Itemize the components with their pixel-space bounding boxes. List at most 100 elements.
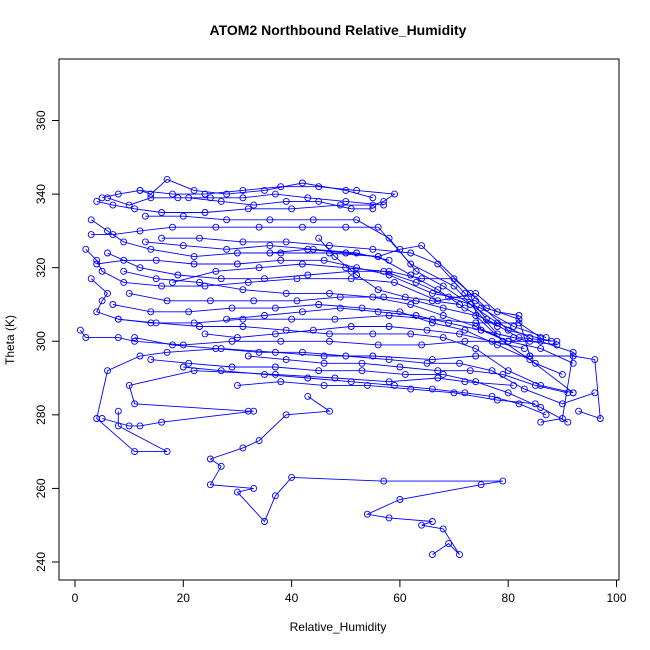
data-point [407, 385, 415, 393]
data-point [520, 345, 528, 353]
data-point [114, 190, 122, 198]
data-point [466, 367, 474, 375]
series-line [204, 326, 525, 350]
data-point [255, 348, 263, 356]
data-point [412, 267, 420, 275]
data-point [450, 282, 458, 290]
series-line [318, 237, 460, 305]
data-point [87, 231, 95, 239]
data-point [315, 197, 323, 205]
data-point [558, 370, 566, 378]
data-point [250, 484, 258, 492]
data-point [169, 341, 176, 349]
data-point [488, 392, 496, 400]
data-point [125, 422, 133, 430]
data-point [266, 216, 274, 224]
data-point [558, 415, 566, 422]
data-point [472, 297, 480, 305]
data-point [575, 407, 583, 415]
data-point [347, 323, 355, 330]
data-point [428, 551, 436, 559]
data-point [277, 337, 285, 345]
data-point [569, 352, 577, 360]
data-point [320, 381, 328, 389]
data-point [87, 275, 95, 283]
data-point [244, 407, 252, 415]
data-point [163, 297, 171, 305]
data-point [445, 540, 453, 548]
data-point [434, 374, 442, 382]
series-line [248, 355, 568, 394]
data-point [114, 315, 122, 323]
y-tick-label: 340 [34, 184, 48, 204]
data-point [136, 422, 144, 430]
data-point [428, 289, 436, 297]
data-point [488, 337, 496, 345]
data-point [369, 245, 377, 253]
data-point [98, 415, 106, 422]
data-point [326, 242, 333, 250]
data-point [244, 205, 252, 213]
data-point [169, 223, 176, 231]
data-point [233, 260, 241, 268]
data-point [326, 289, 333, 297]
data-point [163, 448, 171, 456]
data-point [158, 282, 166, 290]
data-point [434, 260, 442, 268]
data-point [472, 345, 480, 353]
data-point [125, 201, 133, 209]
data-point [277, 256, 285, 264]
data-point [396, 245, 404, 253]
data-point [369, 194, 377, 202]
data-point [136, 352, 144, 360]
data-point [223, 245, 231, 253]
data-point [537, 345, 545, 353]
data-point [131, 448, 139, 456]
data-point [217, 197, 225, 205]
data-point [385, 356, 393, 364]
y-tick-label: 260 [34, 478, 48, 498]
data-point [131, 400, 139, 408]
data-point [288, 473, 296, 481]
data-point [282, 356, 290, 364]
data-point [472, 289, 480, 297]
data-point [309, 245, 317, 253]
data-point [244, 278, 252, 286]
data-point [515, 319, 523, 327]
data-point [456, 359, 463, 367]
data-point [385, 267, 393, 275]
data-point [120, 278, 128, 286]
data-point [239, 323, 247, 330]
data-point [526, 334, 534, 342]
data-point [250, 297, 258, 305]
data-point [217, 345, 225, 353]
series-layer [76, 175, 604, 559]
x-tick-label: 80 [502, 591, 516, 605]
data-point [374, 223, 382, 231]
series-line [112, 304, 574, 394]
data-point [466, 289, 474, 297]
data-point [255, 437, 263, 445]
data-point [239, 238, 247, 246]
data-point [212, 267, 220, 275]
data-point [396, 363, 404, 371]
data-point [423, 326, 431, 334]
data-point [233, 381, 241, 389]
data-point [391, 190, 398, 198]
data-point [428, 297, 436, 305]
data-point [488, 367, 496, 375]
data-point [531, 381, 539, 389]
data-point [477, 304, 485, 312]
data-point [293, 297, 301, 305]
data-point [493, 308, 501, 316]
data-point [326, 330, 333, 338]
data-point [282, 197, 290, 205]
data-point [374, 308, 382, 316]
data-point [369, 201, 377, 209]
data-point [434, 297, 442, 305]
data-point [385, 378, 393, 386]
series-line [209, 396, 503, 555]
data-point [255, 223, 263, 231]
data-point [206, 297, 214, 305]
data-point [250, 201, 258, 209]
